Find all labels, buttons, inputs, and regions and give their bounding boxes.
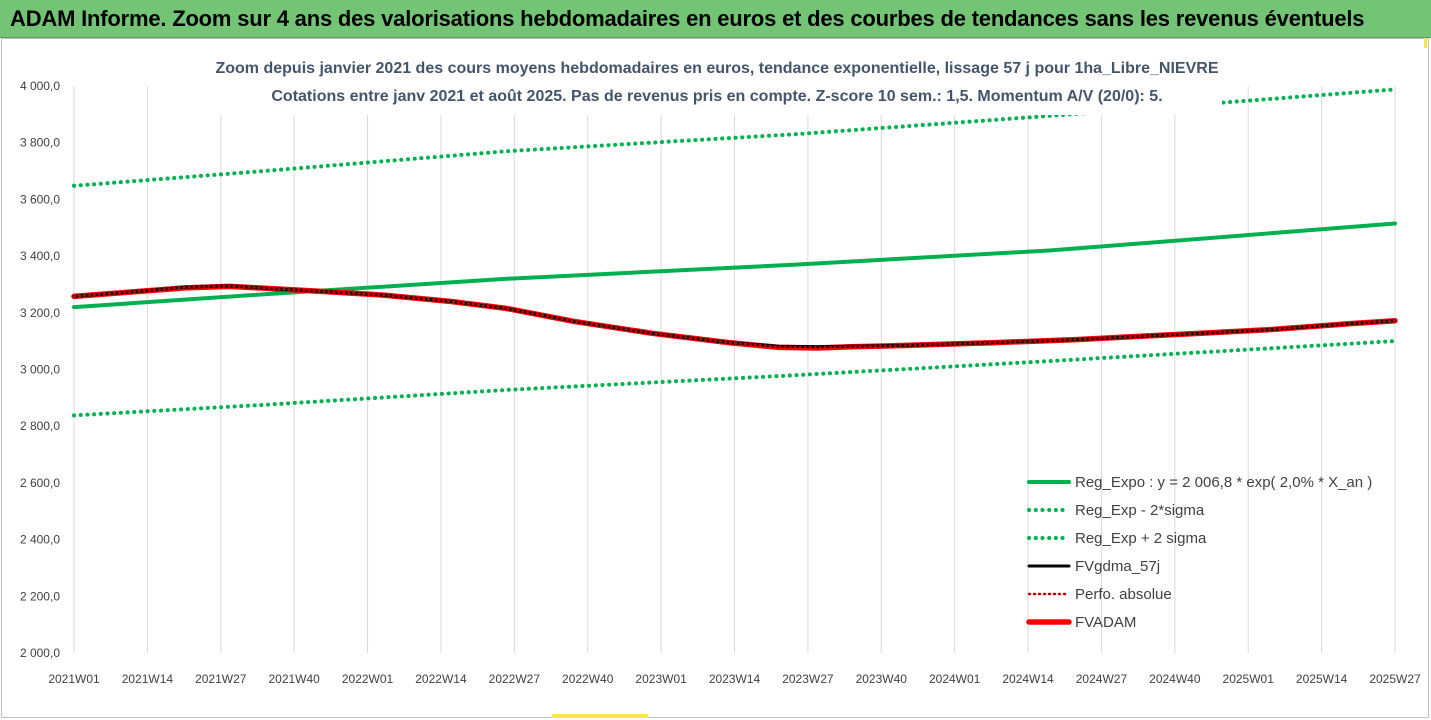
x-tick-label: 2024W14 <box>1002 672 1054 686</box>
x-tick-label: 2021W27 <box>195 672 247 686</box>
series-line-0 <box>72 221 1397 310</box>
legend: Reg_Expo : y = 2 006,8 * exp( 2,0% * X_a… <box>1026 474 1372 631</box>
frame-handle-top-right <box>1424 38 1427 48</box>
y-tick-label: 2 800,0 <box>20 419 60 433</box>
x-tick-label: 2025W01 <box>1223 672 1275 686</box>
series-line-1 <box>72 339 1397 418</box>
y-tick-label: 3 200,0 <box>20 306 60 320</box>
x-tick-label: 2024W40 <box>1149 672 1201 686</box>
report-banner: ADAM Informe. Zoom sur 4 ans des valoris… <box>0 0 1431 38</box>
x-axis: 2021W01 2021W14 2021W27 2021W40 2022W01 2022W… <box>48 672 1421 686</box>
x-tick-label: 2021W40 <box>268 672 320 686</box>
x-tick-label: 2021W01 <box>48 672 100 686</box>
y-tick-label: 3 600,0 <box>20 192 60 206</box>
y-tick-label: 3 000,0 <box>20 363 60 377</box>
frame-handle-bottom <box>552 714 648 718</box>
y-tick-label: 4 000,0 <box>20 79 60 93</box>
title-background <box>212 53 1222 115</box>
report-title: ADAM Informe. Zoom sur 4 ans des valoris… <box>10 6 1365 31</box>
x-tick-label: 2022W14 <box>415 672 467 686</box>
chart-title: Zoom depuis janvier 2021 des cours moyen… <box>215 60 1218 77</box>
legend-label: Perfo. absolue <box>1075 586 1172 603</box>
legend-label: FVADAM <box>1075 614 1136 631</box>
series-line-4 <box>72 284 1397 349</box>
x-tick-label: 2025W27 <box>1369 672 1421 686</box>
x-tick-label: 2023W01 <box>635 672 687 686</box>
y-tick-label: 3 400,0 <box>20 249 60 263</box>
x-gridlines <box>73 86 1396 653</box>
x-tick-label: 2024W27 <box>1076 672 1128 686</box>
x-tick-label: 2025W14 <box>1296 672 1348 686</box>
y-tick-label: 2 000,0 <box>20 646 60 660</box>
x-tick-label: 2022W27 <box>489 672 541 686</box>
chart-frame: 2 000,0 2 200,0 2 400,0 2 600,0 2 800,0 3 000… <box>1 38 1429 718</box>
legend-label: Reg_Exp - 2*sigma <box>1075 502 1205 519</box>
y-axis: 2 000,0 2 200,0 2 400,0 2 600,0 2 800,0 3 000… <box>20 79 60 660</box>
x-tick-label: 2022W01 <box>342 672 394 686</box>
line-chart: 2 000,0 2 200,0 2 400,0 2 600,0 2 800,0 3 000… <box>20 53 1421 686</box>
chart-subtitle: Cotations entre janv 2021 et août 2025. … <box>271 88 1162 105</box>
legend-label: Reg_Exp + 2 sigma <box>1075 530 1207 547</box>
x-tick-label: 2022W40 <box>562 672 614 686</box>
legend-label: Reg_Expo : y = 2 006,8 * exp( 2,0% * X_a… <box>1075 474 1372 491</box>
y-tick-label: 2 400,0 <box>20 533 60 547</box>
y-tick-label: 3 800,0 <box>20 136 60 150</box>
x-tick-label: 2023W27 <box>782 672 834 686</box>
x-tick-label: 2024W01 <box>929 672 981 686</box>
y-tick-label: 2 200,0 <box>20 589 60 603</box>
x-tick-label: 2023W14 <box>709 672 761 686</box>
y-tick-label: 2 600,0 <box>20 476 60 490</box>
x-tick-label: 2021W14 <box>122 672 174 686</box>
legend-label: FVgdma_57j <box>1075 558 1160 575</box>
x-tick-label: 2023W40 <box>856 672 908 686</box>
